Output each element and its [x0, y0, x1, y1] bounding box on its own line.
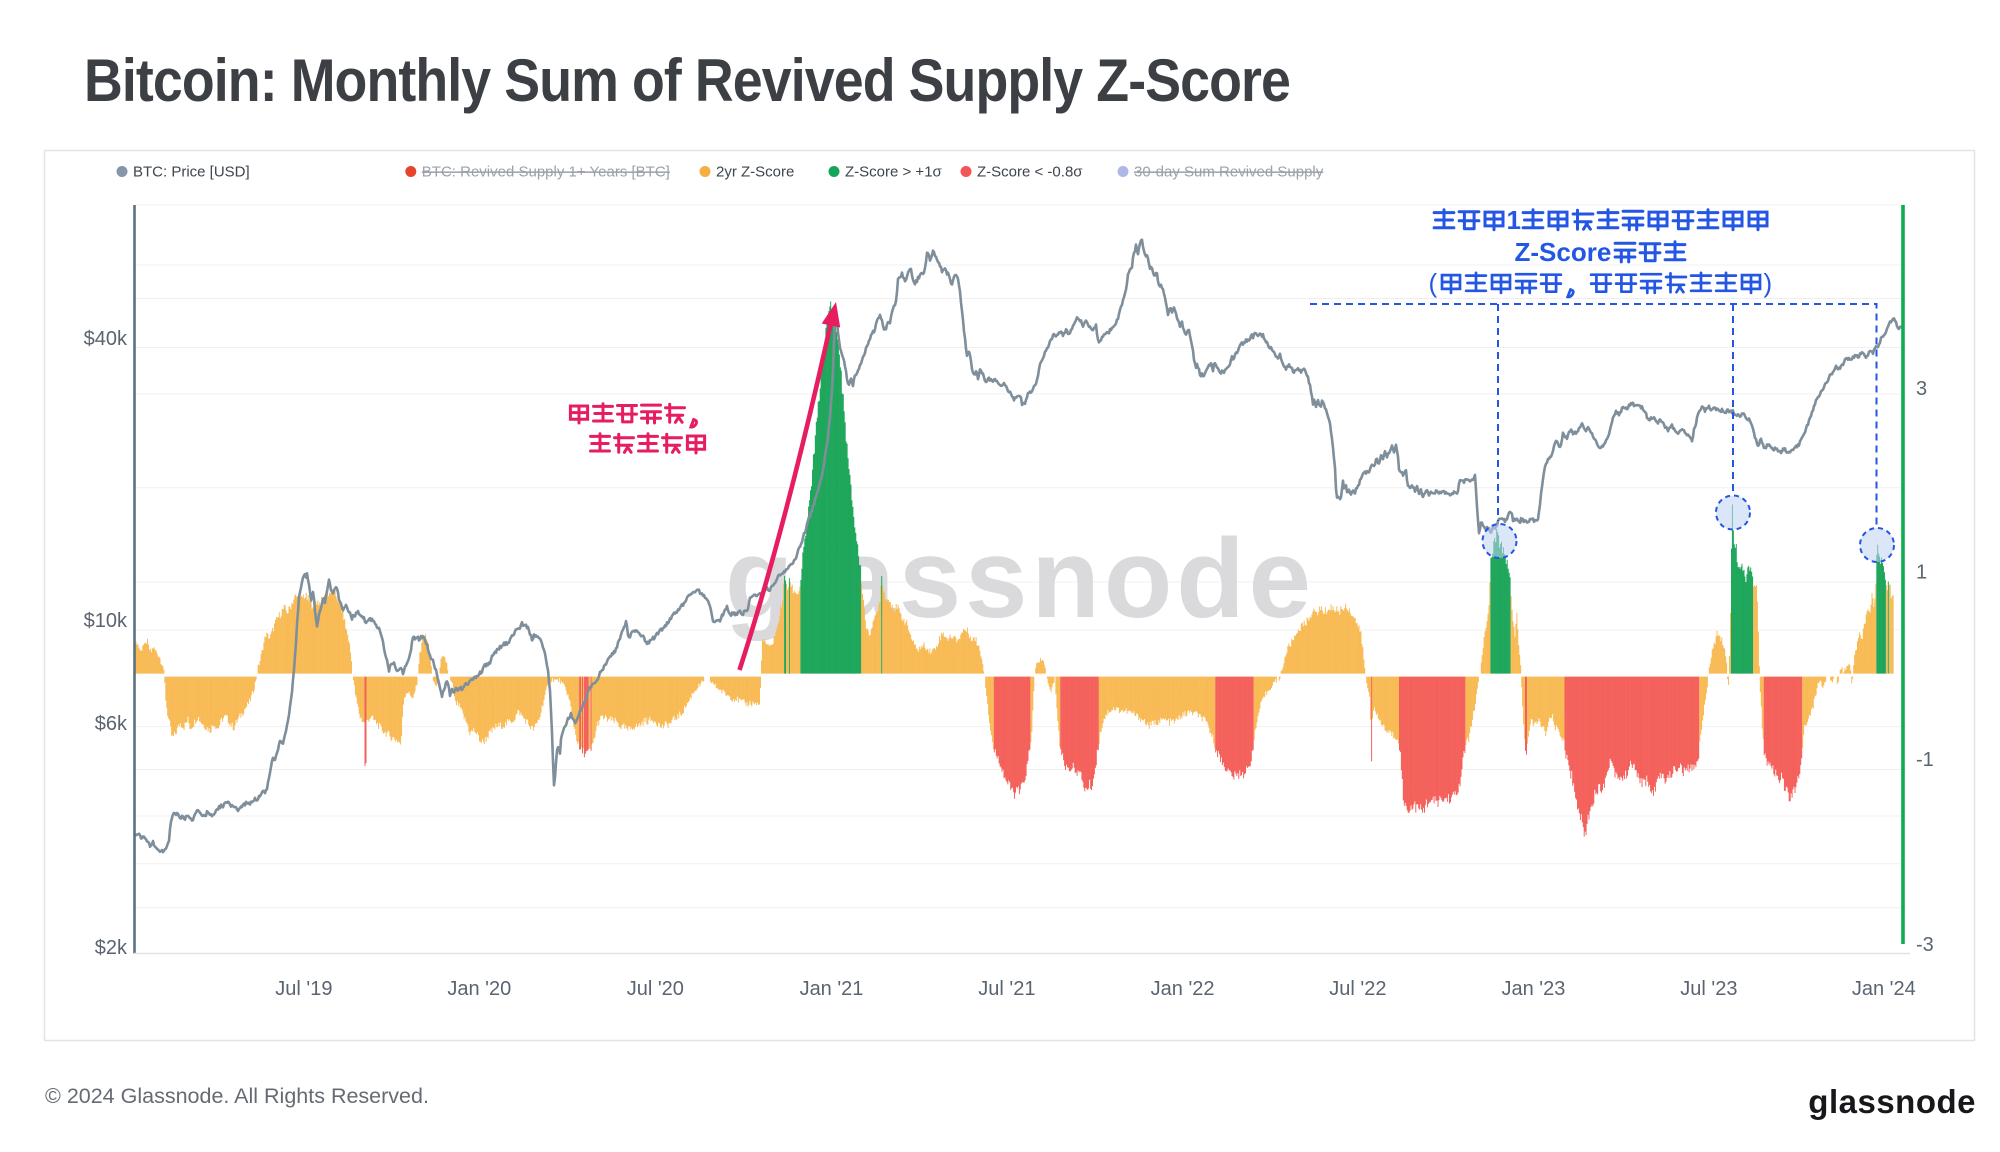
svg-text:30-day Sum Revived Supply: 30-day Sum Revived Supply — [1134, 164, 1324, 181]
svg-text:(: ( — [1429, 268, 1438, 298]
svg-text:$40k: $40k — [84, 328, 128, 350]
svg-text:Jan '23: Jan '23 — [1501, 978, 1565, 1000]
svg-text:Jan '21: Jan '21 — [800, 978, 864, 1000]
svg-text:Z-Score > +1σ: Z-Score > +1σ — [845, 164, 943, 181]
svg-text:Jul '23: Jul '23 — [1680, 978, 1737, 1000]
svg-text:3: 3 — [1916, 378, 1927, 400]
svg-text:glassnode: glassnode — [1808, 1083, 1976, 1120]
svg-text:$2k: $2k — [95, 937, 128, 959]
svg-text:Jul '21: Jul '21 — [978, 978, 1035, 1000]
svg-text:-1: -1 — [1916, 749, 1934, 771]
svg-text:Jul '22: Jul '22 — [1329, 978, 1386, 1000]
svg-text:Jul '19: Jul '19 — [275, 978, 332, 1000]
svg-text:Jan '22: Jan '22 — [1151, 978, 1215, 1000]
svg-text:Z-Score < -0.8σ: Z-Score < -0.8σ — [977, 164, 1083, 181]
svg-text:Jul '20: Jul '20 — [627, 978, 684, 1000]
svg-text:$6k: $6k — [95, 713, 128, 735]
svg-text:BTC: Price [USD]: BTC: Price [USD] — [133, 164, 250, 181]
svg-text:BTC: Revived Supply 1+ Years [: BTC: Revived Supply 1+ Years [BTC] — [422, 164, 670, 181]
svg-text:1: 1 — [1507, 205, 1521, 235]
svg-text:-3: -3 — [1916, 934, 1934, 956]
svg-text:1: 1 — [1916, 562, 1927, 584]
svg-text:Jan '24: Jan '24 — [1852, 978, 1916, 1000]
svg-text:2yr Z-Score: 2yr Z-Score — [716, 164, 794, 181]
svg-text:$10k: $10k — [84, 610, 128, 632]
svg-text:): ) — [1764, 268, 1773, 298]
svg-text:© 2024 Glassnode. All Rights R: © 2024 Glassnode. All Rights Reserved. — [45, 1084, 429, 1108]
svg-text:Z-Score: Z-Score — [1515, 237, 1612, 267]
svg-text:Jan '20: Jan '20 — [447, 978, 511, 1000]
